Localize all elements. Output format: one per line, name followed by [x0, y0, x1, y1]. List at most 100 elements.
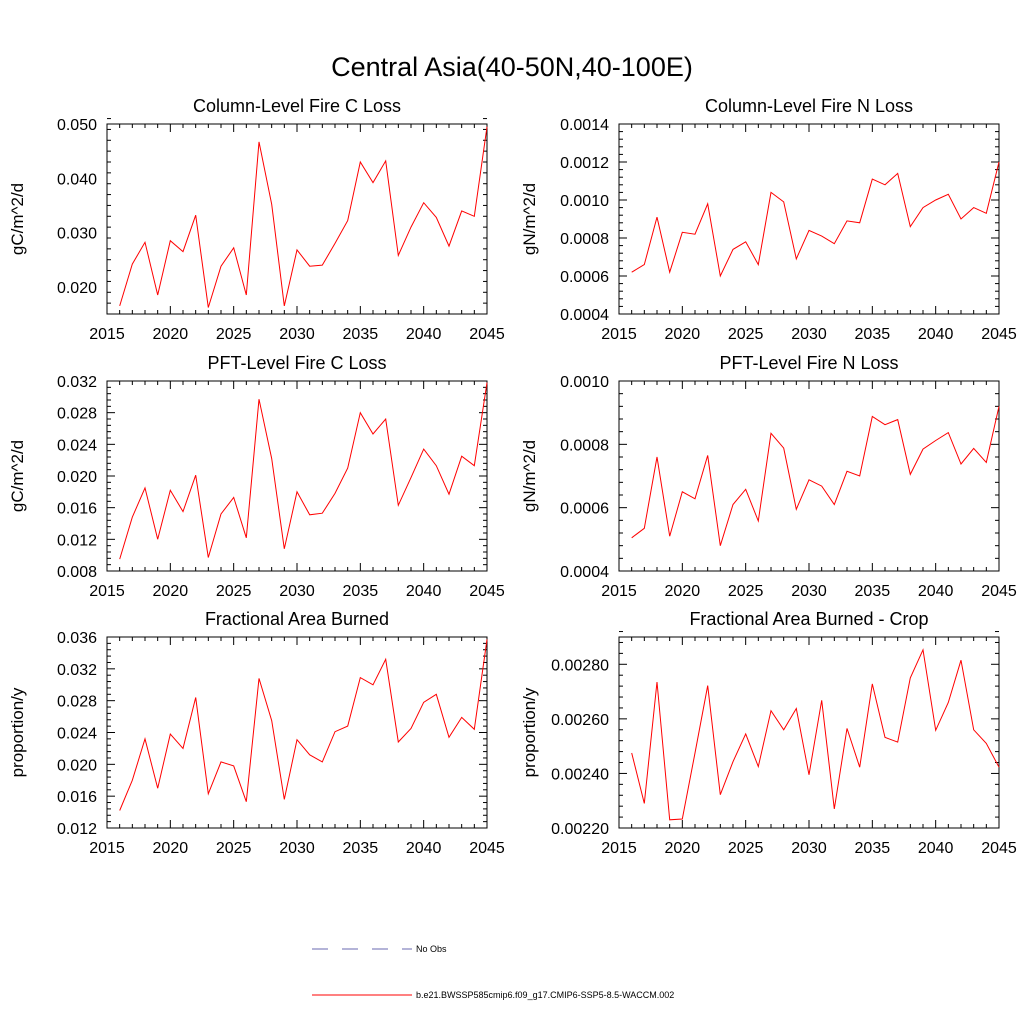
data-point — [656, 216, 658, 218]
data-point — [706, 684, 708, 686]
data-point — [473, 728, 475, 730]
y-tick-label: 0.032 — [57, 374, 97, 391]
data-point — [220, 761, 222, 763]
data-point — [384, 658, 386, 660]
data-point — [706, 203, 708, 205]
data-point — [744, 733, 746, 735]
data-point — [947, 431, 949, 433]
data-point — [960, 218, 962, 220]
x-tick-label: 2035 — [343, 326, 379, 343]
data-point — [372, 181, 374, 183]
data-point — [947, 193, 949, 195]
legend-label: b.e21.BWSSP585cmip6.f09_g17.CMIP6-SSP5-8… — [416, 990, 674, 1000]
data-point — [706, 454, 708, 456]
data-point — [643, 263, 645, 265]
data-point — [296, 491, 298, 493]
data-point — [169, 733, 171, 735]
data-point — [744, 488, 746, 490]
y-tick-label: 0.0004 — [560, 564, 609, 581]
legend-label: No Obs — [416, 944, 447, 954]
data-point — [871, 683, 873, 685]
chart-panel-6: Fractional Area Burned - Crop proportion/… — [520, 609, 1017, 857]
y-tick-label: 0.040 — [57, 171, 97, 188]
data-point — [182, 250, 184, 252]
data-point — [283, 798, 285, 800]
data-point — [460, 455, 462, 457]
data-point — [435, 465, 437, 467]
data-point — [384, 160, 386, 162]
data-point — [346, 219, 348, 221]
y-tick-label: 0.00260 — [551, 712, 609, 729]
x-tick-label: 2015 — [601, 583, 637, 600]
data-point — [985, 742, 987, 744]
x-tick-label: 2020 — [665, 583, 701, 600]
y-tick-label: 0.0004 — [560, 307, 609, 324]
data-point — [131, 263, 133, 265]
data-point — [896, 741, 898, 743]
data-point — [732, 503, 734, 505]
y-tick-label: 0.020 — [57, 757, 97, 774]
x-tick-label: 2020 — [153, 326, 189, 343]
data-point — [922, 649, 924, 651]
data-point — [118, 809, 120, 811]
data-point — [820, 699, 822, 701]
data-point — [960, 659, 962, 661]
data-point — [884, 736, 886, 738]
y-tick-label: 0.0010 — [560, 193, 609, 210]
chart-panel-2: Column-Level Fire N Loss gN/m^2/d 2015 2020… — [520, 96, 1017, 343]
data-point — [435, 216, 437, 218]
data-point — [795, 508, 797, 510]
data-point — [643, 527, 645, 529]
x-tick-label: 2025 — [216, 840, 252, 857]
data-point — [998, 161, 1000, 163]
x-tick-label: 2025 — [728, 840, 764, 857]
data-point — [998, 405, 1000, 407]
data-point — [321, 761, 323, 763]
data-point — [118, 305, 120, 307]
data-point — [985, 212, 987, 214]
data-point — [258, 677, 260, 679]
data-point — [668, 535, 670, 537]
data-point — [896, 172, 898, 174]
data-point — [719, 275, 721, 277]
data-point — [372, 433, 374, 435]
data-point — [270, 457, 272, 459]
data-point — [694, 752, 696, 754]
x-tick-label: 2045 — [981, 326, 1017, 343]
data-point — [448, 493, 450, 495]
data-point — [757, 520, 759, 522]
data-point — [169, 240, 171, 242]
data-point — [232, 765, 234, 767]
data-point — [346, 725, 348, 727]
data-point — [630, 537, 632, 539]
data-point — [757, 263, 759, 265]
data-point — [220, 265, 222, 267]
chart-panel-3: PFT-Level Fire C Loss gC/m^2/d 2015 2020 202… — [8, 353, 505, 600]
data-point — [460, 210, 462, 212]
data-point — [782, 447, 784, 449]
data-point — [858, 766, 860, 768]
y-tick-label: 0.008 — [57, 564, 97, 581]
data-point — [245, 294, 247, 296]
x-tick-label: 2040 — [406, 840, 442, 857]
data-point — [308, 754, 310, 756]
data-point — [321, 264, 323, 266]
data-point — [258, 398, 260, 400]
x-tick-label: 2030 — [279, 583, 315, 600]
series-line — [631, 161, 1000, 278]
x-tick-label: 2040 — [406, 583, 442, 600]
series-line — [119, 639, 488, 811]
chart-panel-5: Fractional Area Burned proportion/y 2015 20… — [8, 609, 505, 857]
x-tick-label: 2040 — [918, 840, 954, 857]
data-point — [871, 178, 873, 180]
data-point — [245, 801, 247, 803]
data-point — [156, 787, 158, 789]
data-point — [934, 729, 936, 731]
x-tick-label: 2015 — [89, 840, 125, 857]
y-tick-label: 0.024 — [57, 726, 97, 743]
data-point — [410, 476, 412, 478]
data-point — [169, 489, 171, 491]
y-axis-label: proportion/y — [8, 687, 27, 777]
x-tick-label: 2045 — [469, 326, 505, 343]
